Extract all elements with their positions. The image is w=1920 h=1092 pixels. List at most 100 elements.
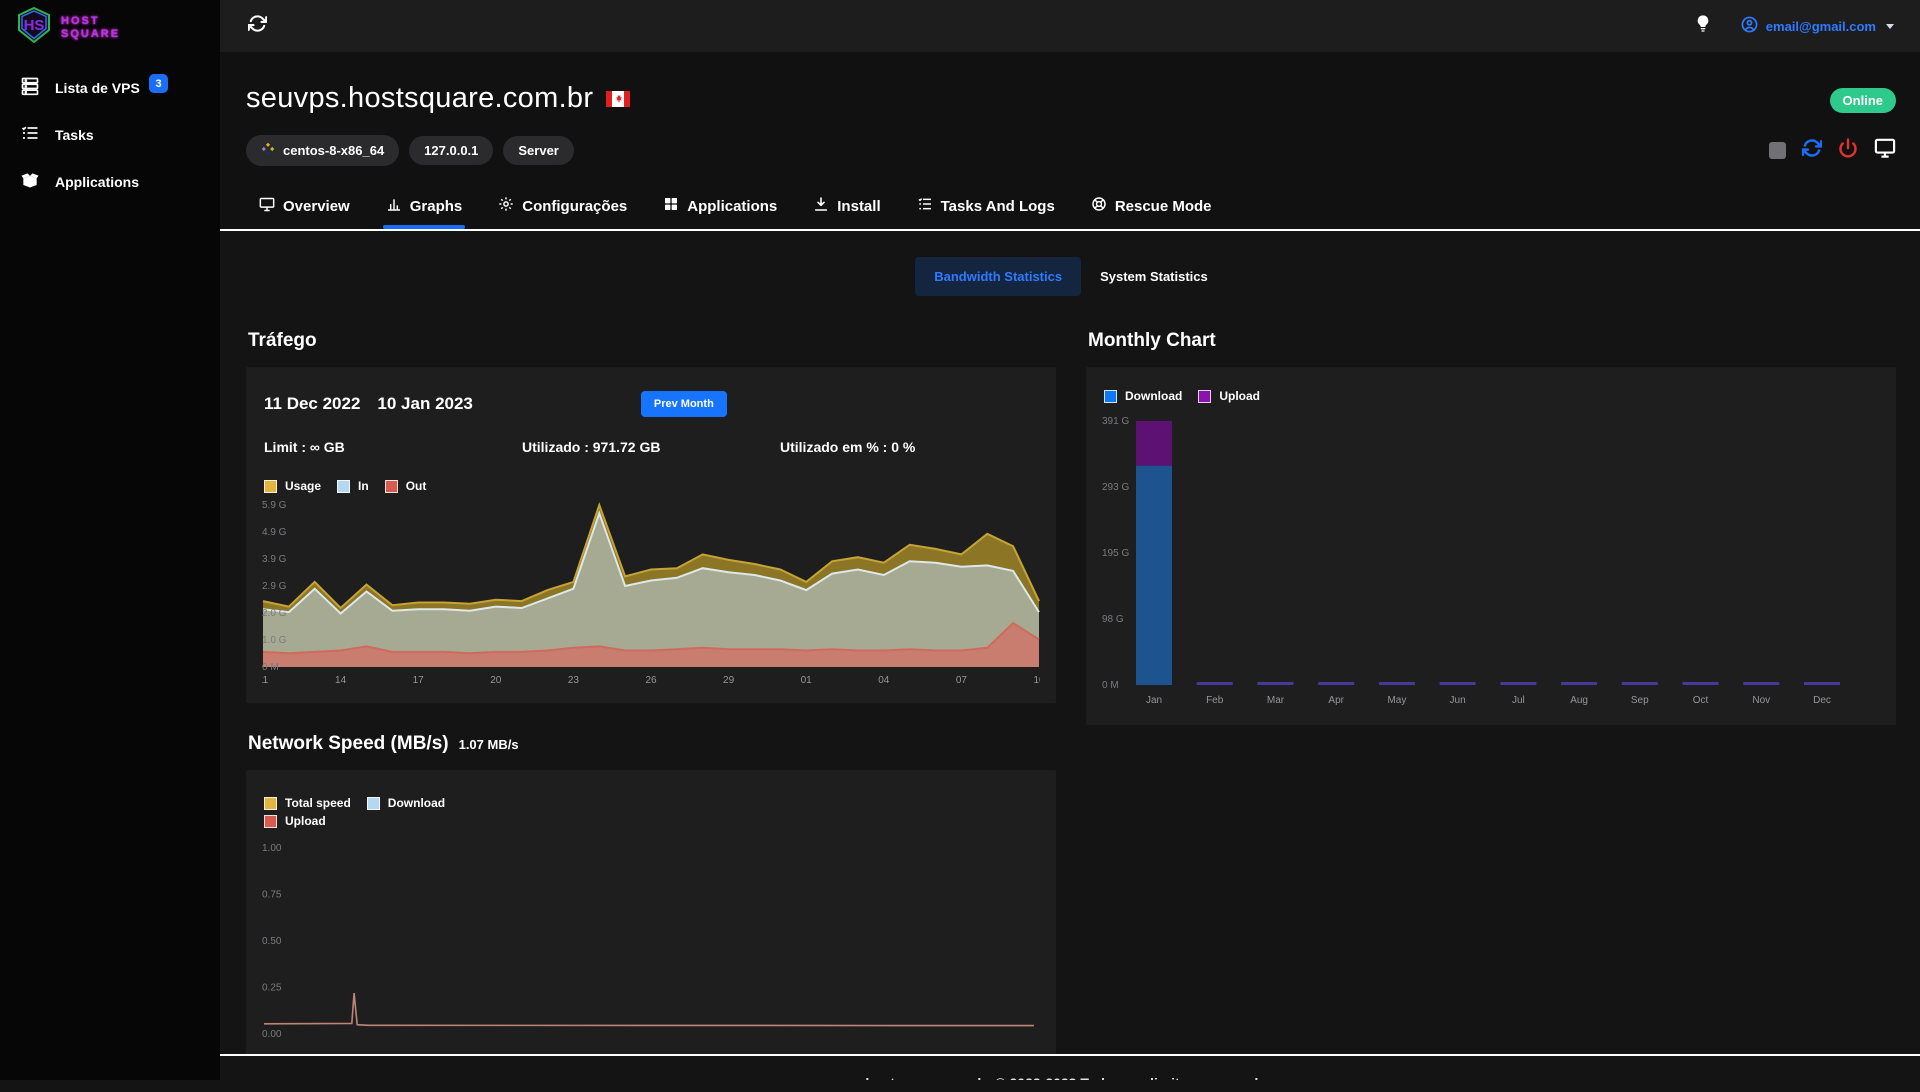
tab-install[interactable]: Install: [800, 186, 893, 229]
legend-download: Download: [366, 796, 445, 810]
system-statistics-button[interactable]: System Statistics: [1081, 257, 1227, 296]
console-monitor-icon[interactable]: [1874, 138, 1896, 163]
svg-text:20: 20: [490, 675, 502, 686]
svg-text:26: 26: [645, 675, 657, 686]
trafego-legend: Usage In Out: [264, 479, 1040, 493]
monitor-icon: [259, 197, 275, 216]
applications-box-icon: [20, 170, 40, 193]
used-value: Utilizado : 971.72 GB: [522, 439, 661, 455]
svg-text:11: 11: [262, 675, 269, 686]
svg-text:0.00: 0.00: [262, 1029, 282, 1040]
os-tag: centos-8-x86_64: [246, 135, 400, 166]
server-stack-icon: [20, 76, 40, 99]
svg-text:3.9 G: 3.9 G: [262, 554, 287, 565]
period-start: 11 Dec 2022: [264, 394, 361, 413]
legend-out: Out: [384, 479, 426, 493]
out-swatch: [384, 479, 398, 493]
type-tag: Server: [503, 136, 574, 165]
chevron-down-icon: [1886, 23, 1894, 29]
prev-month-button[interactable]: Prev Month: [640, 391, 727, 417]
monthly-chart-card: Download Upload Jan Feb Mar Apr May Jun Jul Aug…: [1086, 367, 1896, 725]
svg-text:23: 23: [568, 675, 580, 686]
user-circle-icon: [1741, 16, 1758, 36]
lightbulb-icon[interactable]: [1695, 14, 1711, 39]
topbar: email@gmail.com: [220, 0, 1920, 52]
network-legend-row1: Total speed Download: [264, 796, 1040, 810]
usage-swatch: [264, 479, 277, 493]
sidebar-nav: Lista de VPS 3 Tasks Applications: [0, 64, 220, 205]
sidebar-item-label: Lista de VPS: [55, 79, 140, 96]
ip-tag: 127.0.0.1: [409, 136, 494, 165]
svg-text:Sep: Sep: [1631, 695, 1649, 706]
svg-text:Feb: Feb: [1206, 695, 1224, 706]
footer: hostsquare.com.br © 2022-2023 Todos os d…: [220, 1054, 1920, 1080]
stop-icon[interactable]: [1769, 142, 1786, 159]
total-speed-swatch: [264, 796, 277, 810]
tab-rescue-mode[interactable]: Rescue Mode: [1078, 186, 1225, 229]
tab-applications[interactable]: Applications: [650, 186, 790, 229]
legend-monthly-upload: Upload: [1198, 389, 1260, 403]
svg-text:Jan: Jan: [1146, 695, 1162, 706]
chart-icon: [386, 196, 402, 216]
power-icon[interactable]: [1838, 138, 1858, 163]
sidebar-item-label: Tasks: [55, 126, 94, 143]
page-title: seuvps.hostsquare.com.br: [246, 82, 631, 115]
network-speed-card: Total speed Download Upload 1.00 0.75 0.50…: [246, 770, 1056, 1062]
apps-grid-icon: [663, 196, 679, 216]
tab-configuracoes[interactable]: Configurações: [485, 186, 640, 229]
sidebar-item-tasks[interactable]: Tasks: [0, 111, 220, 158]
sidebar: HS HOST SQUARE Lista de VPS 3: [0, 0, 220, 1080]
used-percent-value: Utilizado em % : 0 %: [780, 439, 916, 455]
trafego-area-chart: 5.9 G 4.9 G 3.9 G 2.9 G 2.0 G 1.0 G 0 M 11 14 17 2…: [258, 497, 1045, 689]
period-end: 10 Jan 2023: [377, 394, 473, 413]
tab-tasks-and-logs[interactable]: Tasks And Logs: [904, 186, 1068, 229]
tabs-divider: [220, 229, 1920, 231]
upload-swatch: [264, 814, 277, 828]
svg-text:29: 29: [723, 675, 735, 686]
svg-text:4.9 G: 4.9 G: [262, 527, 287, 538]
svg-text:195 G: 195 G: [1102, 548, 1129, 559]
sidebar-item-lista-de-vps[interactable]: Lista de VPS 3: [0, 64, 220, 111]
centos-icon: [261, 142, 275, 159]
right-column: Monthly Chart Download Upload Jan Feb Mar A…: [1086, 330, 1896, 755]
vps-header: seuvps.hostsquare.com.br Online: [220, 52, 1920, 229]
main-area: email@gmail.com seuvps.hostsquare.com.br…: [220, 0, 1920, 1080]
svg-text:Jun: Jun: [1450, 695, 1466, 706]
life-buoy-icon: [1091, 196, 1107, 216]
footer-text: hostsquare.com.br © 2022-2023 Todos os d…: [865, 1075, 1274, 1080]
vps-actions: [1769, 138, 1896, 163]
download-icon: [813, 196, 829, 216]
tab-overview[interactable]: Overview: [246, 186, 363, 229]
refresh-page-icon[interactable]: [247, 14, 268, 38]
tab-bar: Overview Graphs Configur: [246, 186, 1896, 229]
left-column: Tráfego 11 Dec 2022 10 Jan 2023 Prev Mon…: [246, 330, 1056, 1092]
legend-upload: Upload: [264, 814, 326, 828]
app-logo[interactable]: HS HOST SQUARE: [0, 0, 220, 48]
legend-in: In: [337, 479, 369, 493]
svg-text:04: 04: [878, 675, 890, 686]
svg-text:Mar: Mar: [1267, 695, 1285, 706]
monthly-legend: Download Upload: [1104, 389, 1880, 403]
account-email: email@gmail.com: [1765, 18, 1876, 34]
restart-icon[interactable]: [1801, 138, 1823, 163]
svg-text:Jul: Jul: [1512, 695, 1525, 706]
tab-graphs[interactable]: Graphs: [373, 186, 476, 229]
svg-text:Dec: Dec: [1813, 695, 1831, 706]
trafego-heading: Tráfego: [248, 330, 317, 351]
svg-text:2.0 G: 2.0 G: [262, 608, 287, 619]
network-speed-line-chart: 1.00 0.75 0.50 0.25 0.00: [262, 838, 1040, 1048]
bandwidth-statistics-button[interactable]: Bandwidth Statistics: [915, 257, 1082, 296]
in-swatch: [337, 479, 351, 493]
gear-icon: [498, 196, 514, 216]
svg-text:Oct: Oct: [1693, 695, 1709, 706]
network-legend-row2: Upload: [264, 814, 1040, 828]
limit-value: Limit : ∞ GB: [264, 439, 345, 455]
account-menu[interactable]: email@gmail.com: [1741, 16, 1894, 36]
svg-text:1.00: 1.00: [262, 843, 282, 854]
svg-text:HS: HS: [24, 17, 45, 34]
sidebar-item-label: Applications: [55, 173, 140, 190]
sidebar-item-applications[interactable]: Applications: [0, 158, 220, 205]
svg-text:0.50: 0.50: [262, 936, 282, 947]
svg-text:293 G: 293 G: [1102, 482, 1129, 493]
logs-list-icon: [917, 196, 933, 216]
